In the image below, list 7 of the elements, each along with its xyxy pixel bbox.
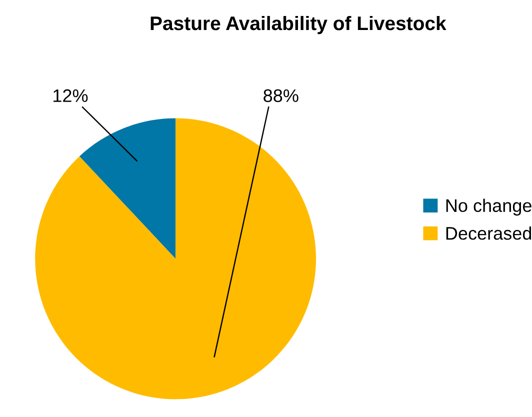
data-label: 88% [264,89,298,102]
data-label: 12% [54,89,88,102]
pie-slice [35,118,316,400]
chart-title: Pasture Availability of Livestock [150,16,446,34]
pie-slice [79,118,176,259]
legend-label: Decerased [446,226,532,240]
legend-label: No change [446,198,532,216]
